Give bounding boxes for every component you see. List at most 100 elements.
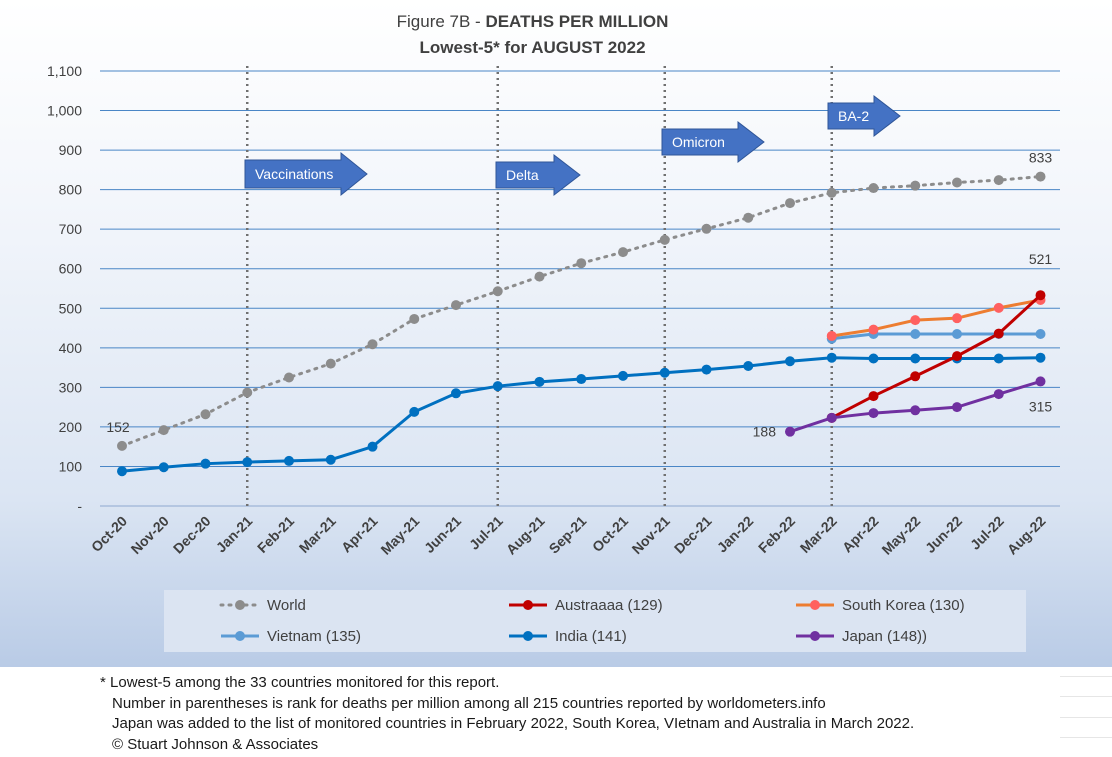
x-tick-label: Jun-21 (421, 513, 464, 556)
y-tick-label: 500 (59, 300, 83, 316)
data-point (952, 351, 962, 362)
x-tick-label: Mar-22 (797, 513, 840, 556)
legend-label: Austraaaa (129) (555, 596, 663, 614)
data-point (910, 353, 921, 364)
legend-item: World (219, 594, 306, 616)
data-point (785, 356, 795, 367)
x-tick-label: Jul-21 (466, 513, 506, 553)
annotation-arrow: BA-2 (827, 94, 901, 138)
data-point (618, 247, 628, 258)
legend-swatch (796, 600, 834, 610)
x-tick-label: Oct-21 (589, 513, 631, 555)
data-point (242, 387, 253, 398)
data-label: 833 (1029, 150, 1053, 166)
data-point (451, 300, 461, 311)
data-point (325, 358, 336, 369)
data-point (576, 258, 587, 269)
data-point (910, 315, 921, 326)
legend-label: World (267, 596, 306, 614)
data-point (993, 353, 1004, 364)
data-point (952, 313, 962, 324)
legend: World Austraaaa (129) South Korea (130) Vie… (164, 590, 1026, 652)
x-tick-label: Feb-22 (755, 513, 798, 556)
y-tick-label: 100 (59, 458, 83, 474)
data-point (993, 389, 1004, 400)
legend-item: Austraaaa (129) (507, 594, 663, 616)
data-point (785, 198, 795, 209)
data-point (952, 328, 962, 339)
data-point (117, 466, 127, 477)
data-point (868, 353, 879, 364)
divider (1060, 676, 1112, 677)
data-point (701, 364, 712, 375)
series-line (830, 332, 1042, 341)
data-point (826, 330, 837, 341)
legend-swatch (219, 600, 261, 610)
data-point (952, 177, 962, 188)
footnote-1: * Lowest-5 among the 33 countries monito… (100, 674, 500, 691)
footnote-3: Japan was added to the list of monitored… (112, 715, 915, 732)
data-point (325, 454, 336, 465)
data-point (367, 441, 378, 452)
data-point (117, 440, 127, 451)
x-tick-label: Nov-20 (128, 513, 172, 557)
chart-subtitle: Lowest-5* for AUGUST 2022 (419, 38, 646, 57)
footnotes: * Lowest-5 among the 33 countries monito… (100, 673, 914, 755)
x-tick-label: Jan-22 (714, 513, 757, 556)
data-point (1035, 376, 1046, 387)
divider (1060, 696, 1112, 697)
data-point (743, 212, 754, 223)
x-tick-label: Mar-21 (296, 513, 339, 556)
legend-label: South Korea (130) (842, 596, 965, 614)
x-tick-label: Oct-20 (88, 513, 130, 555)
data-point (451, 388, 461, 399)
x-tick-label: Apr-22 (839, 513, 882, 556)
x-tick-label: May-21 (377, 513, 422, 558)
series-austraaaa (826, 290, 1046, 423)
footnote-2: Number in parentheses is rank for deaths… (112, 694, 826, 712)
data-point (492, 381, 503, 392)
data-point (158, 462, 169, 473)
y-tick-label: - (77, 498, 82, 514)
data-point (659, 367, 670, 378)
y-tick-label: 1,000 (47, 103, 82, 119)
data-point (826, 412, 837, 423)
legend-label: Vietnam (135) (267, 627, 361, 645)
x-tick-label: Jan-21 (213, 513, 256, 556)
x-tick-label: Jul-22 (967, 513, 1007, 553)
data-point (200, 458, 211, 469)
data-point (367, 339, 378, 350)
data-point (910, 405, 921, 416)
data-label: 188 (753, 424, 777, 440)
data-point (993, 175, 1004, 186)
data-label: 152 (106, 419, 130, 435)
y-tick-label: 200 (59, 419, 83, 435)
legend-swatch (221, 631, 259, 641)
data-point (409, 406, 420, 417)
data-point (284, 372, 294, 383)
series-india (117, 352, 1046, 477)
legend-item: South Korea (130) (794, 594, 965, 616)
series-line (120, 175, 1042, 448)
x-tick-label: Sep-21 (546, 513, 590, 557)
annotation-label: Vaccinations (255, 166, 333, 182)
x-tick-label: Jun-22 (922, 513, 965, 556)
chart-title: Figure 7B - DEATHS PER MILLION (0, 12, 1065, 32)
legend-label: Japan (148)) (842, 627, 928, 645)
y-tick-label: 400 (59, 340, 83, 356)
series-south-korea (826, 294, 1046, 341)
series-world (117, 171, 1046, 451)
data-point (659, 234, 670, 245)
y-tick-label: 300 (59, 379, 83, 395)
legend-item: Vietnam (135) (219, 625, 361, 647)
data-point (868, 408, 879, 419)
data-point (576, 374, 587, 385)
chart-title-prefix: Figure 7B - (396, 12, 486, 31)
line-chart: - 100 200 300 400 500 600 700 800 900 1,000 1,100 Oc… (47, 63, 1060, 558)
data-point (492, 286, 503, 297)
annotation-arrow: Delta (495, 153, 581, 197)
legend-swatch (509, 600, 547, 610)
data-point (409, 313, 420, 324)
data-point (200, 409, 211, 420)
data-point (910, 328, 921, 339)
